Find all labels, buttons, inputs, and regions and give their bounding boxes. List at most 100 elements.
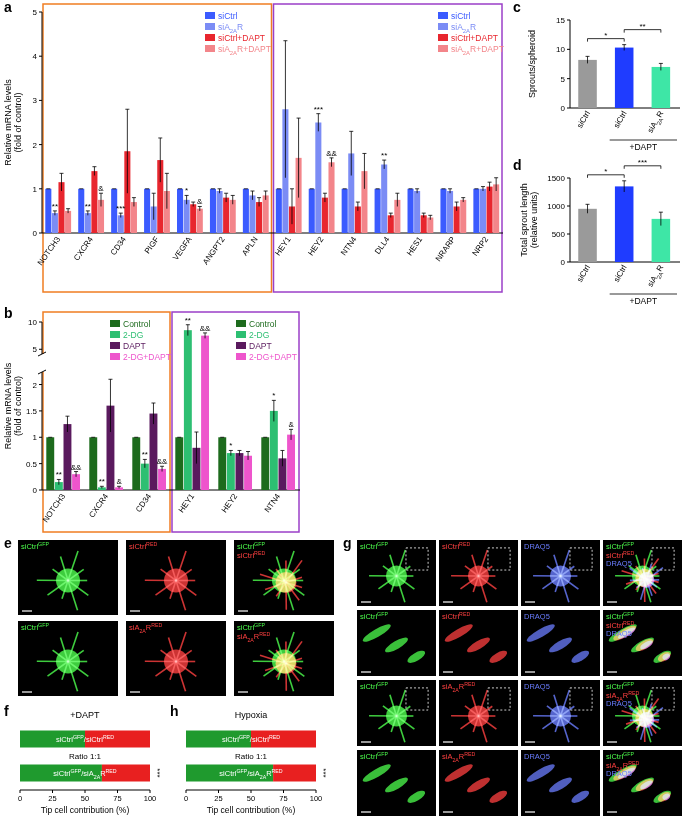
image (439, 540, 518, 606)
sprout (451, 715, 478, 717)
y-tick-label: 5 (33, 8, 38, 17)
x-tick (150, 790, 151, 793)
bar (236, 453, 244, 490)
scale-bar (443, 671, 453, 672)
error-bar (441, 188, 445, 189)
y-tick (39, 322, 42, 323)
error-bar (57, 479, 61, 484)
bar (375, 189, 381, 233)
y-tick-label: 500 (552, 230, 566, 239)
bar (45, 189, 51, 233)
error-bar (185, 195, 189, 204)
significance: ** (52, 202, 58, 211)
image-label: siCtrlGFP (360, 611, 388, 621)
scale-bar (525, 811, 535, 812)
scale-bar (607, 601, 617, 602)
bar (652, 67, 671, 108)
sprout (647, 720, 653, 736)
sprout (636, 580, 646, 588)
title: Hypoxia (235, 710, 268, 720)
image (234, 540, 334, 615)
x-tick-label: HEY2 (306, 235, 326, 258)
x-tick-label: NRP2 (471, 235, 491, 258)
error-bar (117, 486, 121, 488)
bar (230, 200, 236, 233)
sprout (479, 575, 496, 577)
sprout (48, 581, 68, 596)
y-tick (567, 178, 570, 179)
inset-box (406, 548, 428, 570)
bar (184, 330, 192, 490)
error-bar (488, 182, 492, 191)
legend-label: siA2AR+DAPT (218, 44, 271, 56)
error-bar (134, 437, 138, 438)
significance: && (71, 463, 82, 472)
sprout (378, 716, 396, 729)
error-bar (277, 188, 281, 189)
error-bar (237, 450, 241, 455)
image (521, 750, 600, 816)
error-bar (257, 198, 261, 207)
image-label: DRAQ5 (606, 699, 632, 708)
image-label: siA2ARRED (442, 681, 476, 693)
micrograph (369, 690, 414, 742)
cell (547, 635, 574, 655)
error-bar (382, 160, 386, 169)
panel-label: e (4, 535, 12, 551)
legend-swatch (438, 45, 448, 52)
cell (661, 652, 671, 661)
x-tick-label: 50 (247, 794, 255, 803)
y-axis-label: Total sprout length (519, 183, 529, 257)
image (439, 750, 518, 816)
micrograph (37, 551, 89, 610)
image-label: siCtrlGFP (21, 541, 49, 551)
sprout (554, 555, 561, 576)
x-tick (218, 790, 219, 793)
y-tick-label: 2 (33, 141, 38, 150)
image (521, 540, 600, 606)
scale-bar (607, 671, 617, 672)
x-tick-label: siCtrl (575, 263, 592, 283)
image-label: siCtrlRED (442, 611, 470, 621)
legend-swatch (438, 23, 448, 30)
panel-b: b00.511.52510Relative mRNA levels(fold o… (3, 305, 300, 532)
bar (227, 453, 235, 490)
error-bar (415, 189, 419, 193)
sprout (286, 641, 302, 663)
legend-label: siA2AR+DAPT (451, 44, 504, 56)
error-bar (112, 188, 116, 189)
sprout (369, 715, 396, 717)
cell (570, 648, 591, 665)
significance: *** (319, 768, 328, 777)
error-bar (99, 193, 103, 206)
sprout (460, 716, 478, 729)
y-tick (39, 490, 42, 491)
significance: * (604, 31, 607, 40)
x-axis-label: Tip cell contribution (%) (41, 805, 130, 815)
image (521, 610, 600, 676)
y-tick (567, 234, 570, 235)
sprout (286, 560, 302, 582)
annotation: Ratio 1:1 (235, 752, 268, 761)
bar (223, 198, 229, 233)
micrograph (607, 622, 673, 666)
error-bar (622, 45, 626, 51)
bar (177, 189, 183, 233)
y-tick-label: 2 (33, 381, 38, 390)
sprout (145, 660, 176, 662)
scale-bar (130, 610, 140, 611)
legend-swatch (205, 34, 215, 41)
inset-box (488, 688, 510, 710)
significance: && (157, 457, 168, 466)
x-tick-label: CD34 (109, 235, 128, 257)
y-axis-label: Relative mRNA levels (3, 362, 13, 449)
scale-bar (361, 671, 371, 672)
panel-label: c (513, 0, 521, 15)
panel-f: f+DAPTsiCtrlGFP/siCtrlREDsiCtrlGFP/siA2A… (4, 703, 162, 815)
image (603, 610, 682, 676)
legend-swatch (438, 34, 448, 41)
bar (578, 209, 597, 262)
error-bar (280, 450, 284, 466)
sprout (285, 641, 287, 663)
sprout (176, 650, 192, 661)
